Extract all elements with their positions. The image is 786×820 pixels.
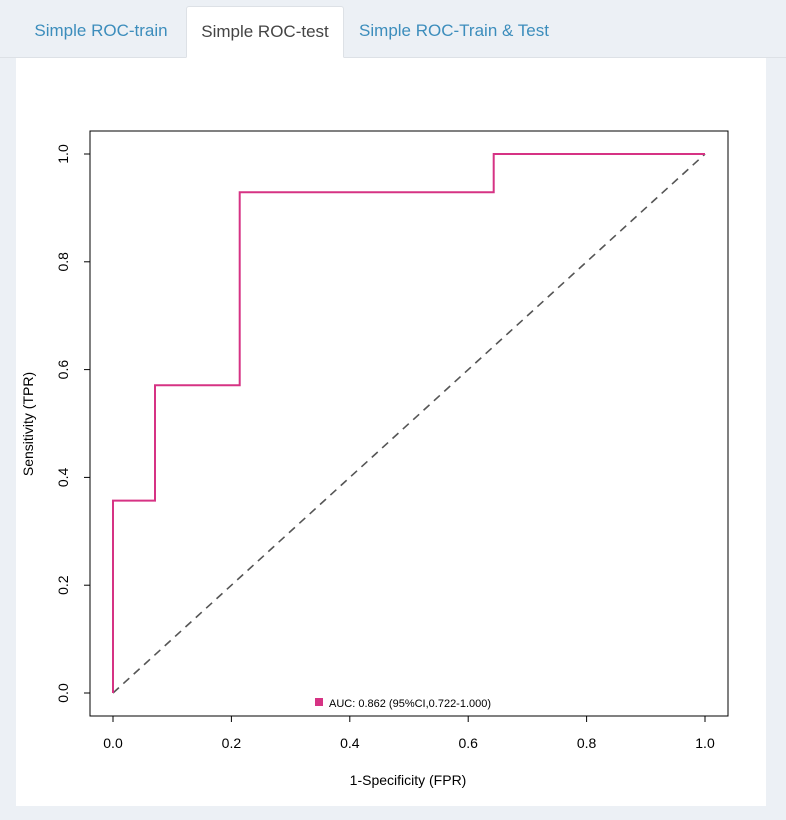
legend-label: AUC: 0.862 (95%CI,0.722-1.000) <box>329 698 491 710</box>
tab-bar: Simple ROC-train Simple ROC-test Simple … <box>0 0 786 58</box>
legend-swatch <box>315 698 323 706</box>
y-tick-label: 0.8 <box>55 252 71 272</box>
x-tick-label: 0.8 <box>577 735 597 751</box>
x-tick-label: 0.0 <box>103 735 123 751</box>
x-tick-label: 1.0 <box>695 735 715 751</box>
tab-simple-roc-train[interactable]: Simple ROC-train <box>34 21 168 40</box>
chart-panel <box>16 58 766 806</box>
tab-simple-roc-test[interactable]: Simple ROC-test <box>186 6 344 58</box>
reference-diagonal-line <box>112 153 706 694</box>
x-tick-label: 0.2 <box>222 735 242 751</box>
plot-frame <box>89 130 729 717</box>
roc-curve-line <box>112 153 705 693</box>
x-tick-label: 0.4 <box>340 735 360 751</box>
y-tick-label: 0.2 <box>55 575 71 595</box>
y-axis-title: Sensitivity (TPR) <box>20 372 36 476</box>
x-tick-label: 0.6 <box>458 735 478 751</box>
y-tick-label: 0.0 <box>55 683 71 703</box>
y-tick-label: 1.0 <box>55 144 71 164</box>
x-axis-title: 1-Specificity (FPR) <box>350 772 467 788</box>
y-tick-label: 0.6 <box>55 360 71 380</box>
y-tick-label: 0.4 <box>55 467 71 487</box>
tab-simple-roc-train-and-test[interactable]: Simple ROC-Train & Test <box>359 21 549 40</box>
